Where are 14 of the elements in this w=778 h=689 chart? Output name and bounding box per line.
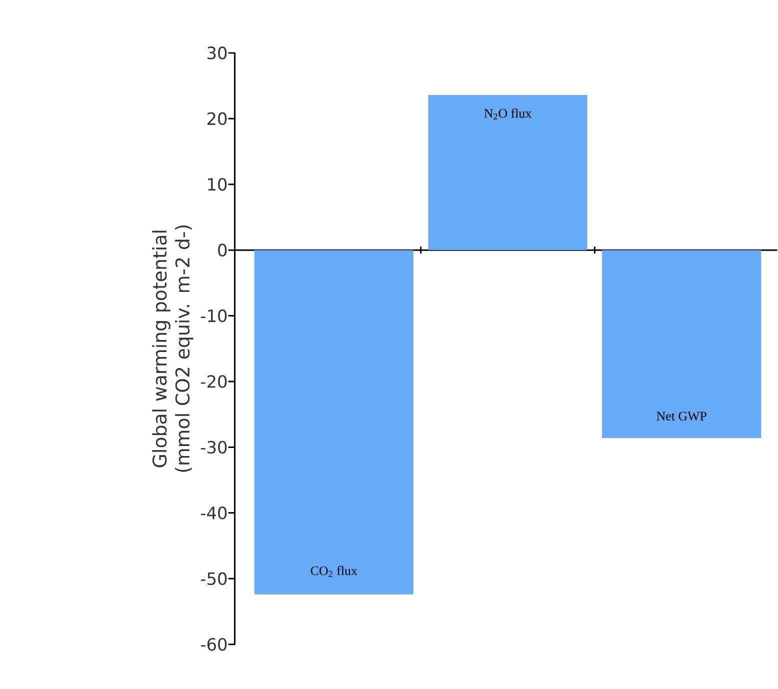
annotation: Net GWP xyxy=(656,412,706,420)
y-tick-label: -50 xyxy=(200,572,227,585)
y-tick-label: 30 xyxy=(208,46,227,60)
y-tick-label: -20 xyxy=(200,374,227,388)
y-tick-label: -10 xyxy=(200,309,227,322)
y-tick-label: -40 xyxy=(200,506,227,520)
annotation: CO$_{2}$ flux xyxy=(310,566,358,577)
y-tick-label: -60 xyxy=(200,638,227,651)
y-tick-label: 0 xyxy=(218,244,227,256)
y-tick-label: 20 xyxy=(207,112,227,125)
y-tick-label: -30 xyxy=(200,440,227,454)
y-axis-title: Global warming potential (mmol CO2 equiv. m-2 d-) xyxy=(152,225,194,472)
annotation: N$_{2}$O flux xyxy=(484,108,532,120)
y-tick-label: 10 xyxy=(208,178,227,191)
